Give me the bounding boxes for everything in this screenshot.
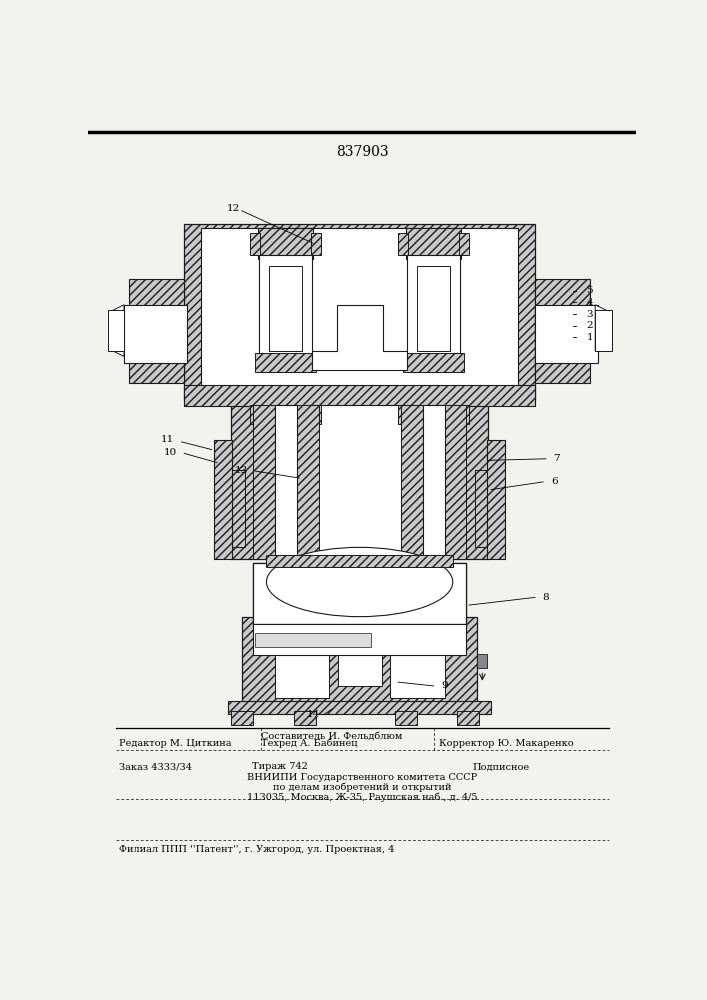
Text: 5: 5 bbox=[586, 286, 593, 295]
Bar bbox=[404, 353, 464, 372]
Bar bbox=[274, 624, 329, 698]
Polygon shape bbox=[113, 305, 124, 356]
Bar bbox=[267, 555, 452, 567]
Text: 1: 1 bbox=[586, 333, 593, 342]
Text: 8: 8 bbox=[542, 593, 549, 602]
Bar bbox=[407, 255, 460, 366]
Bar bbox=[311, 405, 321, 424]
Bar bbox=[231, 405, 305, 559]
Bar bbox=[460, 405, 469, 424]
Text: Заказ 4333/34: Заказ 4333/34 bbox=[119, 762, 192, 771]
Text: Техред А. Бабинец: Техред А. Бабинец bbox=[261, 739, 358, 748]
Bar bbox=[417, 266, 450, 351]
Bar bbox=[129, 279, 185, 383]
Polygon shape bbox=[595, 305, 606, 351]
Bar bbox=[255, 633, 370, 647]
Bar bbox=[460, 233, 469, 255]
Bar bbox=[253, 624, 467, 655]
Bar bbox=[214, 470, 245, 547]
Text: 10: 10 bbox=[164, 448, 177, 457]
Polygon shape bbox=[312, 305, 407, 370]
Text: 2: 2 bbox=[586, 321, 593, 330]
Bar bbox=[255, 353, 316, 372]
Bar bbox=[487, 440, 505, 559]
Bar bbox=[124, 305, 187, 363]
Bar bbox=[242, 617, 477, 705]
Text: 9: 9 bbox=[441, 681, 448, 690]
Text: 3: 3 bbox=[586, 310, 593, 319]
Bar bbox=[185, 385, 535, 406]
Bar bbox=[294, 711, 316, 725]
Bar bbox=[269, 266, 302, 351]
Text: Подписное: Подписное bbox=[472, 762, 529, 771]
Bar bbox=[338, 628, 382, 686]
Bar bbox=[407, 228, 461, 259]
Bar bbox=[305, 405, 414, 559]
Bar bbox=[311, 233, 321, 255]
Bar bbox=[398, 233, 408, 255]
Text: 11: 11 bbox=[161, 435, 175, 444]
Text: 6: 6 bbox=[551, 477, 557, 486]
Bar bbox=[250, 405, 260, 424]
Bar bbox=[228, 701, 491, 714]
Bar bbox=[258, 228, 313, 259]
Bar bbox=[398, 405, 408, 424]
Text: 837903: 837903 bbox=[336, 145, 389, 159]
Text: Редактор М. Циткина: Редактор М. Циткина bbox=[119, 739, 231, 748]
Bar bbox=[274, 405, 296, 559]
Bar bbox=[253, 563, 467, 628]
Bar bbox=[390, 624, 445, 698]
Text: 4: 4 bbox=[586, 298, 593, 307]
Text: Корректор Ю. Макаренко: Корректор Ю. Макаренко bbox=[439, 739, 573, 748]
Text: 13: 13 bbox=[235, 466, 248, 475]
Bar bbox=[445, 405, 467, 559]
Bar bbox=[414, 405, 489, 559]
Bar bbox=[297, 405, 318, 559]
Text: ВНИИПИ Государственного комитета СССР: ВНИИПИ Государственного комитета СССР bbox=[247, 773, 477, 782]
Bar bbox=[201, 228, 518, 389]
Bar bbox=[595, 310, 612, 351]
Bar bbox=[253, 405, 275, 559]
Text: 14: 14 bbox=[306, 710, 320, 719]
Bar bbox=[477, 654, 487, 668]
Bar bbox=[107, 310, 124, 351]
Bar bbox=[535, 279, 590, 383]
Bar bbox=[423, 405, 445, 559]
Text: 12: 12 bbox=[227, 204, 240, 213]
Text: Филиал ППП ''Патент'', г. Ужгород, ул. Проектная, 4: Филиал ППП ''Патент'', г. Ужгород, ул. П… bbox=[119, 845, 394, 854]
Ellipse shape bbox=[267, 547, 452, 617]
Text: 7: 7 bbox=[554, 454, 560, 463]
Bar bbox=[185, 224, 535, 401]
Bar bbox=[214, 440, 232, 559]
Bar bbox=[259, 255, 312, 366]
Bar bbox=[253, 563, 467, 624]
Bar bbox=[401, 405, 423, 559]
Bar bbox=[535, 305, 598, 363]
Text: Тираж 742: Тираж 742 bbox=[252, 762, 308, 771]
Bar bbox=[474, 470, 505, 547]
Bar bbox=[250, 233, 260, 255]
Bar bbox=[395, 711, 417, 725]
Text: 113035, Москва, Ж-35, Раушская наб., д. 4/5: 113035, Москва, Ж-35, Раушская наб., д. … bbox=[247, 793, 478, 802]
Bar bbox=[457, 711, 479, 725]
Text: по делам изобретений и открытий: по делам изобретений и открытий bbox=[273, 783, 452, 792]
Bar bbox=[231, 711, 253, 725]
Text: Составитель И. Фельдблюм: Составитель И. Фельдблюм bbox=[261, 732, 402, 740]
